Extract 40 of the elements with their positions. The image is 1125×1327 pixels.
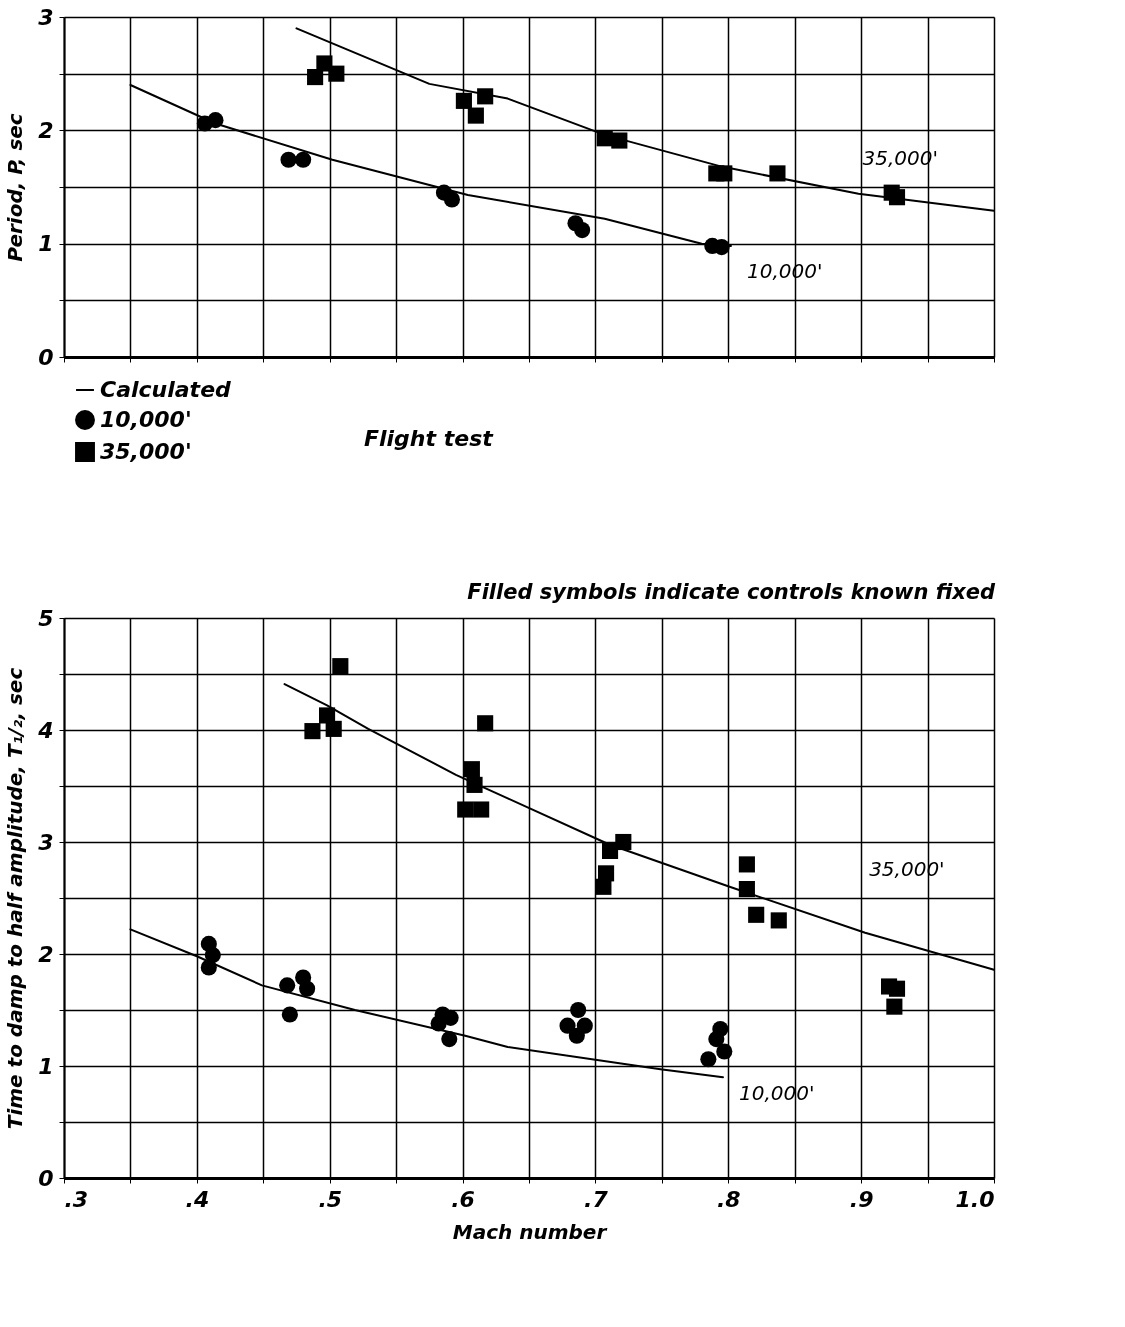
point — [477, 88, 494, 105]
y-tick-label: 1 — [38, 1053, 54, 1079]
point — [467, 107, 484, 124]
legend-label: 10,000' — [100, 407, 192, 432]
point — [574, 222, 591, 239]
point — [328, 65, 345, 82]
point — [443, 191, 460, 208]
x-tick-label: .6 — [451, 1186, 475, 1212]
text: Flight test — [364, 426, 495, 451]
point — [611, 132, 628, 149]
y-tick-label: 0 — [38, 344, 54, 370]
x-tick-label: .8 — [716, 1186, 741, 1212]
legend-label: Calculated — [100, 377, 232, 402]
y-axis-title: Period, P, sec — [3, 113, 28, 262]
point — [280, 151, 297, 168]
point — [307, 69, 324, 86]
chart-subtitle: Filled symbols indicate controls known fixed — [467, 580, 996, 604]
x-tick-label: .7 — [584, 1186, 609, 1212]
y-tick-label: 2 — [38, 941, 54, 967]
x-tick-label: .4 — [185, 1186, 210, 1212]
point — [716, 165, 733, 182]
x-axis-title: Mach number — [452, 1219, 608, 1244]
legend-label: 35,000' — [100, 439, 192, 464]
x-tick-label: .3 — [64, 1186, 89, 1212]
x-tick-label: .5 — [318, 1186, 343, 1212]
y-tick-label: 4 — [37, 717, 54, 743]
y-tick-label: 3 — [38, 4, 54, 30]
x-tick-label: .9 — [849, 1186, 874, 1212]
point — [769, 165, 786, 182]
point — [207, 112, 224, 129]
y-tick-label: 0 — [38, 1165, 54, 1191]
y-axis-title: Time to damp to half amplitude, T₁/₂, sec — [3, 667, 28, 1130]
point — [295, 151, 312, 168]
y-tick-label: 5 — [38, 605, 54, 631]
point — [455, 92, 472, 109]
y-tick-label: 1 — [38, 231, 54, 257]
y-tick-label: 3 — [38, 829, 54, 855]
point — [888, 189, 906, 206]
y-tick-label: 2 — [38, 117, 54, 143]
x-tick-label: 1.0 — [955, 1186, 995, 1212]
